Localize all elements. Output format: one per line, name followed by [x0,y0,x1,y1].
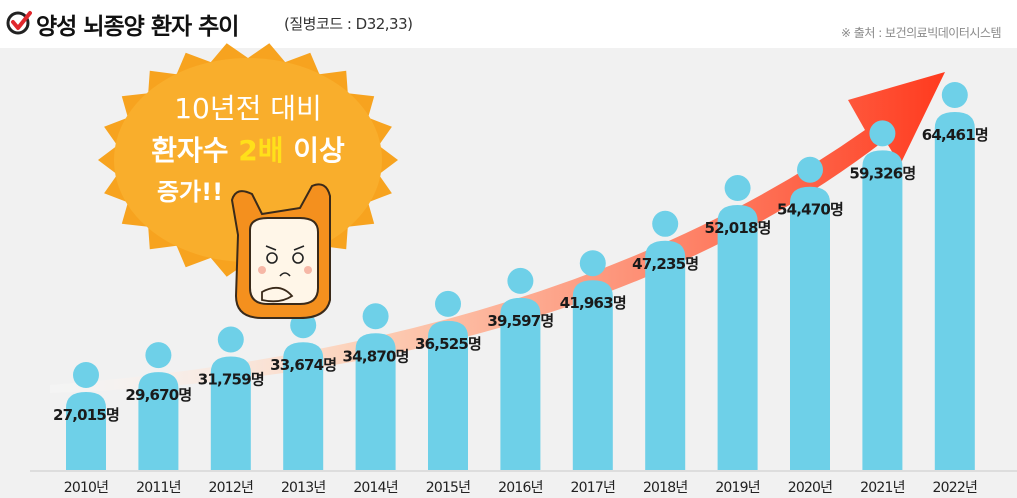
callout-line3: 증가!! [157,178,223,206]
tick-label: 2016년 [498,480,543,496]
tick-label: 2021년 [860,480,905,496]
bar-figure: 31,759명 [198,326,265,470]
data-label: 39,597명 [487,312,553,330]
tick-label: 2019년 [715,480,760,496]
bar-head [652,210,679,237]
checkmark-icon [6,11,32,35]
bar [645,240,686,470]
bars-layer: 27,015명 29,670명 31,759명 33,674명 34,870명 36,52… [53,82,989,471]
bar [934,112,975,470]
tick-label: 2017년 [571,480,616,496]
bar-figure: 27,015명 [53,362,120,470]
bar-head [941,82,968,108]
bar-figure: 36,525명 [415,290,482,470]
bar [66,392,106,470]
data-label: 47,235명 [632,255,698,273]
bar [283,342,324,470]
bar-head [362,303,389,330]
bar-figure: 39,597명 [487,267,554,470]
bar [862,150,903,471]
callout-highlight: 2배 [238,134,283,167]
callout-line2-prefix: 환자수 [151,134,228,167]
tick-label: 2011년 [136,480,181,496]
bar-figure: 59,326명 [849,120,916,471]
mascot-character [230,183,331,319]
bar-head [869,120,896,147]
bar-figure: 33,674명 [270,312,337,470]
growth-arrow [50,72,945,393]
bar [428,320,468,470]
data-label: 31,759명 [198,371,264,389]
tick-label: 2022년 [933,480,978,496]
data-label: 59,326명 [849,164,915,182]
chart-title: 양성 뇌종양 환자 추이 [36,14,239,40]
tick-label: 2013년 [281,480,326,496]
bar-head [435,290,461,317]
bar-figure: 29,670명 [125,342,192,470]
mascot-left-eye [266,252,278,264]
mascot-right-eye [292,252,304,264]
bar [355,333,396,470]
bar [138,372,179,470]
data-label: 36,525명 [415,335,481,353]
x-axis-line [30,470,1017,472]
data-label: 52,018명 [705,219,771,237]
bar [790,186,830,471]
tick-label: 2014년 [353,480,398,496]
bar-figure: 52,018명 [705,175,771,470]
chart-header: 양성 뇌종양 환자 추이 (질병코드 : D32,33) ※ 출처 : 보건의료… [0,0,1017,48]
bar-head [217,326,244,353]
data-label: 29,670명 [125,386,191,404]
tick-label: 2018년 [643,480,688,496]
tick-labels: 2010년 2011년 2012년 2013년 2014년 2015년 2016년 2017년… [64,480,978,496]
bar-figure: 54,470명 [777,156,844,471]
bar-head [73,362,99,388]
callout-line1: 10년전 대비 [174,92,322,125]
bar [572,280,613,470]
bar [210,356,251,470]
bar [717,205,758,470]
tick-label: 2015년 [426,480,471,496]
bar-figure: 64,461명 [922,82,989,470]
data-label: 54,470명 [777,201,843,219]
bar-figure: 47,235명 [632,210,699,470]
tick-label: 2012년 [209,480,254,496]
source-note: ※ 출처 : 보건의료빅데이터시스템 [840,26,1002,40]
bar-head [145,342,172,369]
data-label: 64,461명 [922,126,988,144]
chart-subtitle: (질병코드 : D32,33) [284,15,413,33]
data-label: 41,963명 [560,294,626,312]
bar-head [797,156,823,183]
bar [500,297,541,470]
bar-figure: 34,870명 [343,303,409,470]
callout-line2-suffix: 이상 [293,134,345,167]
tick-label: 2010년 [64,480,109,496]
data-label: 34,870명 [343,347,409,365]
tick-label: 2020년 [788,480,833,496]
bar-figure: 41,963명 [560,250,627,470]
bar-head [507,267,534,294]
bar-head [724,175,751,202]
data-label: 33,674명 [270,356,336,374]
data-label: 27,015명 [53,406,119,424]
callout-line2: 환자수 2배 이상 [151,134,345,167]
bar-head [579,250,606,277]
